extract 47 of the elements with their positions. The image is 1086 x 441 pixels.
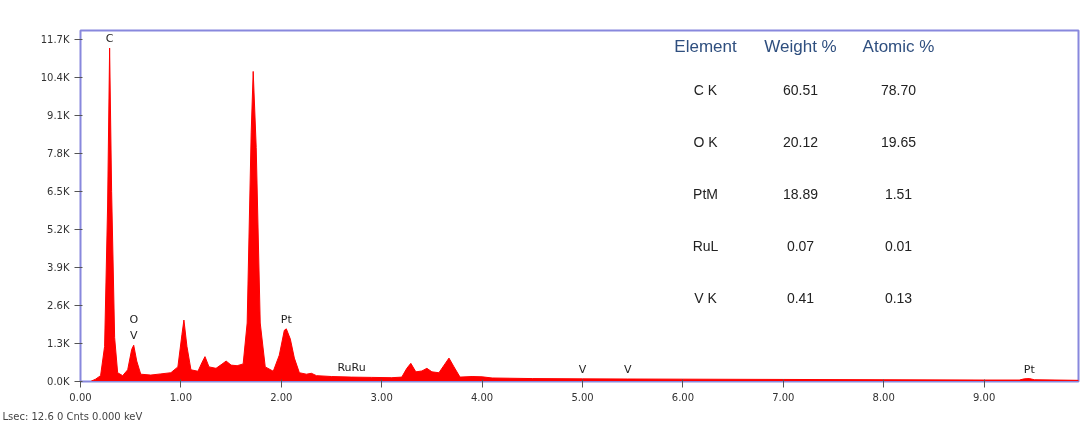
annotation: V [578, 362, 587, 376]
text: 18.89 [782, 185, 819, 202]
category-label: Element [674, 37, 737, 56]
x-tick-label: 4.00 [470, 391, 494, 403]
x-tick-label: 5.00 [571, 391, 594, 403]
category-label: PtM [693, 185, 718, 202]
annotation: Pt [1023, 362, 1036, 376]
y-tick-label: 7.8K [47, 147, 70, 159]
x-tick-label: 2.00 [270, 391, 293, 403]
category-label: C K [693, 81, 718, 98]
text: Lsec: 12.6 0 Cnts 0.000 keV [2, 410, 143, 422]
y-tick-label: 10.4K [40, 71, 70, 83]
y-tick-label: 1.3K [47, 337, 70, 349]
category-label: Atomic % [862, 37, 935, 56]
category-label: O K [693, 133, 718, 150]
text: 0.41 [786, 289, 815, 306]
y-tick-label: 6.5K [47, 185, 70, 197]
x-tick-label: 0.00 [69, 391, 92, 403]
x-tick-label: 3.00 [370, 391, 393, 403]
category-label: Weight % [764, 37, 837, 56]
text: 19.65 [880, 133, 917, 150]
text: 1.51 [884, 185, 913, 202]
text: 20.12 [782, 133, 819, 150]
y-tick-label: 9.1K [47, 109, 70, 121]
text: 78.70 [880, 81, 917, 98]
text: 0.01 [884, 237, 913, 254]
x-tick-label: 8.00 [872, 391, 895, 403]
x-tick-label: 7.00 [772, 391, 795, 403]
y-tick-label: 11.7K [40, 33, 70, 45]
annotation: O [129, 313, 139, 327]
category-label: V K [694, 289, 717, 306]
x-tick-label: 1.00 [169, 391, 193, 403]
annotation: V [623, 363, 632, 377]
annotation: Pt [280, 312, 293, 326]
annotation: RuRu [337, 361, 366, 375]
annotation: C [105, 32, 114, 46]
annotation: V [129, 329, 138, 343]
y-tick-label: 0.0K [47, 376, 70, 387]
x-tick-label: 9.00 [972, 391, 996, 403]
text: 0.07 [786, 237, 815, 254]
y-tick-label: 2.6K [47, 299, 70, 311]
x-tick-label: 6.00 [671, 391, 695, 403]
y-tick-label: 5.2K [47, 223, 70, 235]
category-label: RuL [692, 237, 719, 254]
y-tick-label: 3.9K [47, 261, 70, 273]
text: 0.13 [884, 289, 913, 306]
text: 60.51 [782, 81, 819, 98]
